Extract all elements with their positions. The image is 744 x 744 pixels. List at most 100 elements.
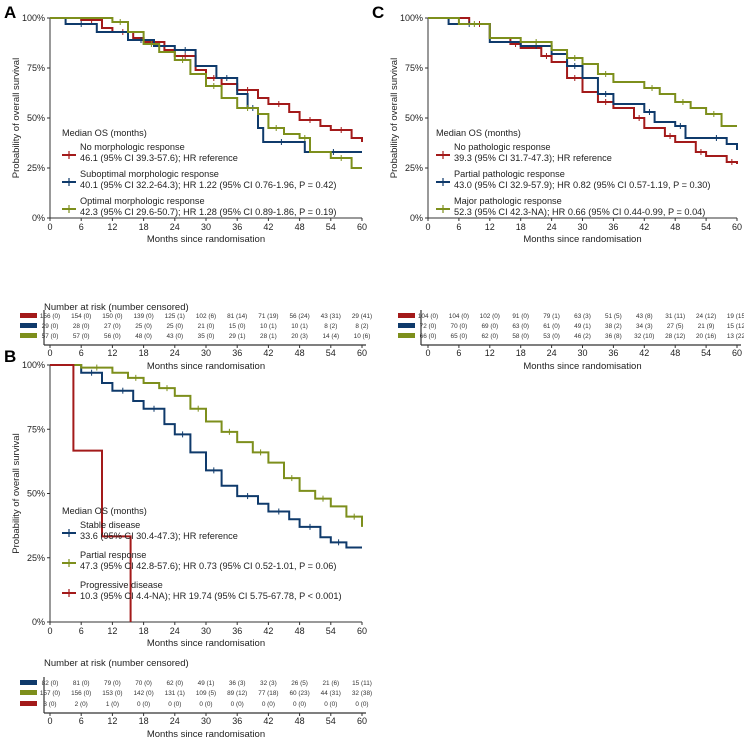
x-tick-label: 30 (201, 222, 211, 232)
x-tick-label: 6 (79, 222, 84, 232)
risk-table-b: Number at risk (number censored) 82 (0) 81… (20, 658, 372, 740)
legend-stat: 43.0 (95% CI 32.9-57.9); HR 0.82 (95% CI… (454, 180, 710, 190)
risk-cell: 0 (0) (355, 701, 368, 708)
risk-x-tick-label: 24 (170, 348, 180, 358)
risk-cell: 70 (0) (135, 680, 152, 687)
y-tick-label: 100% (400, 13, 423, 23)
panel-a: A 0% 25% 50% 75% 100% 0 6 12 18 24 30 36 42 48 54 60 Mont… (4, 3, 367, 245)
risk-cell: 44 (31) (321, 690, 341, 697)
risk-x-tick-label: 24 (547, 348, 557, 358)
x-tick-label: 6 (456, 222, 461, 232)
risk-row-swatch (20, 333, 37, 338)
panel-label: A (4, 3, 16, 22)
x-tick-label: 0 (425, 222, 430, 232)
legend-title: Median OS (months) (62, 128, 147, 138)
risk-cell: 10 (6) (354, 333, 371, 340)
risk-cell: 0 (0) (168, 701, 181, 708)
risk-cell: 69 (0) (481, 323, 498, 330)
risk-cell: 156 (0) (40, 313, 60, 320)
risk-cell: 81 (14) (227, 313, 247, 320)
risk-cell: 21 (9) (698, 323, 715, 330)
risk-table-a: Number at risk (number censored)156 (0) 1… (20, 302, 372, 372)
risk-x-tick-label: 36 (232, 716, 242, 726)
risk-cell: 43 (8) (636, 313, 653, 320)
legend-stat: 46.1 (95% CI 39.3-57.6); HR reference (80, 153, 238, 163)
risk-row-swatch (398, 313, 415, 318)
risk-row-swatch (20, 701, 37, 706)
x-tick-label: 36 (608, 222, 618, 232)
risk-x-axis-title: Months since randomisation (147, 361, 265, 372)
risk-x-tick-label: 36 (608, 348, 618, 358)
legend-stat: 52.3 (95% CI 42.3-NA); HR 0.66 (95% CI 0… (454, 207, 705, 217)
risk-cell: 154 (0) (71, 313, 91, 320)
risk-cell: 57 (0) (42, 333, 59, 340)
risk-x-tick-label: 42 (639, 348, 649, 358)
risk-row-swatch (20, 323, 37, 328)
y-tick-label: 50% (27, 489, 45, 499)
risk-cell: 24 (12) (696, 313, 716, 320)
risk-x-tick-label: 54 (326, 348, 336, 358)
y-tick-label: 25% (27, 163, 45, 173)
risk-cell: 153 (0) (102, 690, 122, 697)
risk-cell: 15 (12) (727, 323, 744, 330)
x-axis-title: Months since randomisation (147, 638, 265, 649)
risk-cell: 21 (6) (322, 680, 339, 687)
risk-x-tick-label: 36 (232, 348, 242, 358)
legend-label: Partial response (80, 550, 146, 560)
risk-cell: 58 (0) (512, 333, 529, 340)
legend-label: Stable disease (80, 520, 140, 530)
risk-cell: 104 (0) (418, 313, 438, 320)
risk-row-swatch (20, 690, 37, 695)
risk-cell: 49 (1) (198, 680, 215, 687)
risk-row-swatch (398, 333, 415, 338)
risk-cell: 125 (1) (165, 313, 185, 320)
y-axis-title: Probability of overall survival (11, 58, 22, 178)
x-tick-label: 54 (326, 626, 336, 636)
km-curve-blue (50, 17, 362, 153)
risk-x-tick-label: 18 (516, 348, 526, 358)
x-tick-label: 36 (232, 222, 242, 232)
risk-cell: 104 (0) (449, 313, 469, 320)
legend-title: Median OS (months) (62, 506, 147, 516)
risk-table-c: 104 (0) 104 (0) 102 (0) 91 (0) 79 (1) 63 (3) 5… (398, 310, 744, 372)
y-tick-label: 0% (32, 213, 45, 223)
risk-cell: 66 (0) (420, 333, 437, 340)
risk-cell: 53 (0) (543, 333, 560, 340)
x-tick-label: 48 (670, 222, 680, 232)
risk-cell: 15 (0) (229, 323, 246, 330)
legend-stat: 10.3 (95% CI 4.4-NA); HR 19.74 (95% CI 5… (80, 591, 342, 601)
risk-cell: 36 (8) (605, 333, 622, 340)
risk-x-tick-label: 48 (670, 348, 680, 358)
x-tick-label: 42 (639, 222, 649, 232)
x-tick-label: 42 (263, 222, 273, 232)
x-tick-label: 60 (357, 626, 367, 636)
y-tick-label: 50% (405, 113, 423, 123)
risk-x-tick-label: 0 (425, 348, 430, 358)
risk-cell: 31 (11) (665, 313, 685, 320)
risk-cell: 0 (0) (199, 701, 212, 708)
y-tick-label: 100% (22, 360, 45, 370)
x-tick-label: 36 (232, 626, 242, 636)
x-tick-label: 24 (170, 222, 180, 232)
risk-cell: 109 (5) (196, 690, 216, 697)
risk-cell: 62 (0) (166, 680, 183, 687)
risk-x-tick-label: 30 (201, 348, 211, 358)
risk-x-tick-label: 12 (107, 348, 117, 358)
risk-cell: 157 (0) (40, 690, 60, 697)
risk-cell: 43 (0) (166, 333, 183, 340)
risk-cell: 70 (0) (451, 323, 468, 330)
risk-cell: 2 (0) (75, 701, 88, 708)
x-tick-label: 18 (516, 222, 526, 232)
risk-cell: 0 (0) (324, 701, 337, 708)
x-tick-label: 18 (139, 222, 149, 232)
risk-x-tick-label: 60 (357, 348, 367, 358)
x-tick-label: 12 (107, 626, 117, 636)
risk-table-title: Number at risk (number censored) (44, 658, 189, 669)
risk-cell: 38 (2) (605, 323, 622, 330)
risk-row-swatch (398, 323, 415, 328)
risk-cell: 32 (38) (352, 690, 372, 697)
x-tick-label: 12 (107, 222, 117, 232)
